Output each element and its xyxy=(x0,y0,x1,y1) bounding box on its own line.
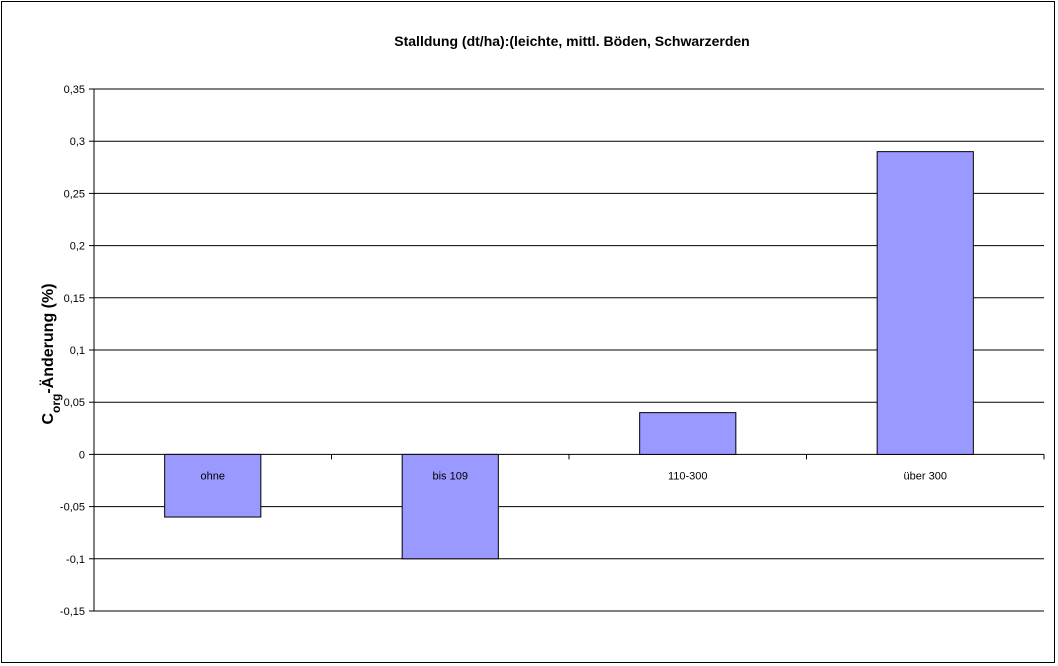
y-tick-label: 0 xyxy=(79,449,85,461)
y-tick-label: -0,15 xyxy=(60,606,85,618)
y-tick-label: 0,05 xyxy=(64,397,85,409)
y-tick-label: 0,3 xyxy=(70,136,85,148)
y-tick-label: -0,1 xyxy=(66,554,85,566)
bar xyxy=(876,151,974,455)
y-axis-label-subscript: org xyxy=(49,394,63,413)
bar xyxy=(164,453,262,518)
y-tick-label: -0,05 xyxy=(60,502,85,514)
bar xyxy=(401,453,499,560)
chart-title: Stalldung (dt/ha):(leichte, mittl. Böden… xyxy=(394,33,749,49)
y-tick-label: 0,35 xyxy=(64,84,85,96)
bars xyxy=(164,151,974,560)
y-tick-label: 0,15 xyxy=(64,293,85,305)
labels: -0,15 -0,1 -0,05 0 0,05 0,1 0,15 0,2 0,25 0,3 0,35… xyxy=(60,84,947,618)
y-axis-label: Corg-Änderung (%) xyxy=(39,283,63,424)
category-label: ohne xyxy=(201,470,225,482)
category-label: 110-300 xyxy=(668,470,708,482)
y-axis-label-main: C xyxy=(40,413,57,425)
y-axis-label-rest: -Änderung (%) xyxy=(39,283,57,393)
y-tick-label: 0,2 xyxy=(70,241,85,253)
y-tick-label: 0,25 xyxy=(64,188,85,200)
bar xyxy=(639,412,737,455)
category-label: bis 109 xyxy=(433,470,468,482)
category-label: über 300 xyxy=(904,470,947,482)
y-tick-label: 0,1 xyxy=(70,345,85,357)
